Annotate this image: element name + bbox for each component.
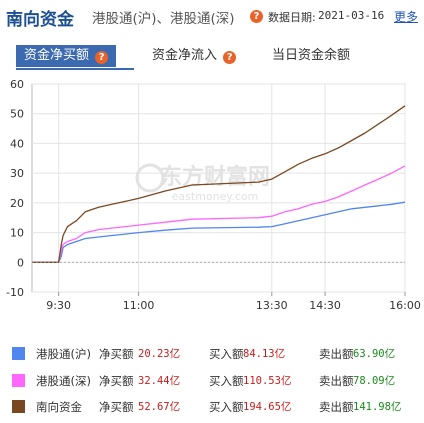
x-tick-label: 14:30 [309,299,341,312]
x-tick-label: 13:30 [256,299,288,312]
sell-value: 78.09亿 [353,375,396,387]
legend-swatch [12,374,25,387]
legend-swatch [12,347,25,360]
sell-value: 141.98亿 [353,401,402,413]
sell-label: 卖出额 [319,400,354,414]
series-line [32,165,406,263]
tab-bar: 资金净买额 ? 资金净流入 ? 当日资金余额 [0,40,424,70]
y-tick-label: 0 [17,256,24,269]
buy-label: 买入额 [209,400,244,414]
x-tick-label: 16:00 [389,299,421,312]
legend-swatch [12,400,25,413]
legend-name: 港股通(深) [36,374,91,388]
buy-label: 买入额 [209,374,244,388]
tab-underline [16,68,134,70]
chart: 60 50 40 30 20 10 0 -10 9:30 11:00 13:30 14:30 16:00… [0,74,424,314]
page-title: 南向资金 [6,10,74,30]
chart-svg: 60 50 40 30 20 10 0 -10 9:30 11:00 13:30 14:30 16:00… [6,78,421,312]
help-icon[interactable]: ? [250,10,263,23]
tab-net-inflow-label: 资金净流入 [152,48,218,63]
series-line [32,105,406,263]
net-buy-value: 20.23亿 [138,348,181,360]
help-icon[interactable]: ? [95,51,109,64]
sell-label: 卖出额 [319,347,354,361]
tab-balance[interactable]: 当日资金余额 [272,45,350,67]
net-buy-value: 52.67亿 [138,401,181,413]
page-subtitle: 港股通(沪)、港股通(深) [92,11,235,27]
tab-net-buy[interactable]: 资金净买额 ? [16,45,117,67]
legend-row: 港股通(沪) 净买额 20.23亿 买入额 84.13亿 卖出额 63.90亿 [0,344,424,364]
y-tick-label: 50 [10,108,24,121]
y-tick-label: 20 [10,197,24,210]
legend-name: 港股通(沪) [36,347,91,361]
buy-value: 110.53亿 [243,375,292,387]
help-icon[interactable]: ? [223,51,237,64]
y-tick-label: 60 [10,78,24,91]
watermark-text: 东方财富网 [160,164,270,190]
date-value: 2021-03-16 [318,9,385,22]
tab-net-inflow[interactable]: 资金净流入 ? [152,45,237,67]
x-tick-label: 11:00 [123,299,155,312]
y-tick-label: 10 [10,227,24,240]
y-tick-label: 40 [10,137,24,150]
legend-row: 港股通(深) 净买额 32.44亿 买入额 110.53亿 卖出额 78.09亿 [0,371,424,391]
sell-label: 卖出额 [319,374,354,388]
buy-value: 84.13亿 [243,348,286,360]
sell-value: 63.90亿 [353,348,396,360]
watermark-subtext: eastmoney.com [172,190,259,203]
net-buy-label: 净买额 [99,347,134,361]
net-buy-label: 净买额 [99,374,134,388]
x-tick-label: 9:30 [46,299,71,312]
series-line [32,201,406,263]
legend-row: 南向资金 净买额 52.67亿 买入额 194.65亿 卖出额 141.98亿 [0,397,424,417]
more-link[interactable]: 更多 [394,10,419,24]
watermark-logo [135,163,165,193]
y-tick-label: -10 [6,286,24,299]
buy-label: 买入额 [209,347,244,361]
header: 南向资金 港股通(沪)、港股通(深) ? 数据日期: 2021-03-16 更多 [0,0,424,34]
tab-balance-label: 当日资金余额 [272,48,351,63]
net-buy-label: 净买额 [99,400,134,414]
legend-name: 南向资金 [36,400,82,414]
plot-area [31,83,406,293]
buy-value: 194.65亿 [243,401,292,413]
tab-net-buy-label: 资金净买额 [24,48,90,63]
date-label: 数据日期: [268,11,316,24]
y-tick-label: 30 [10,167,24,180]
net-buy-value: 32.44亿 [138,375,181,387]
